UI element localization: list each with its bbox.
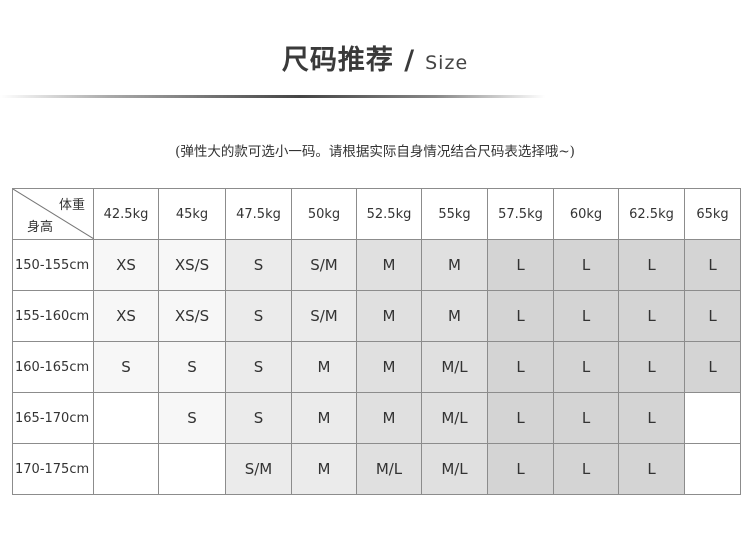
weight-header: 50kg [291, 188, 357, 240]
size-cell: M [421, 239, 488, 291]
size-cell: S [158, 341, 226, 393]
size-cell: L [487, 290, 554, 342]
size-cell: L [618, 443, 685, 495]
size-cell: M [291, 443, 357, 495]
table-row: 155-160cm XS XS/S S S/M M M L L L L [12, 290, 741, 342]
weight-header: 52.5kg [356, 188, 422, 240]
height-header: 155-160cm [12, 290, 94, 342]
size-cell: L [618, 392, 685, 444]
size-cell: M/L [356, 443, 422, 495]
size-cell: L [487, 443, 554, 495]
table-row: 170-175cm S/M M M/L M/L L L L [12, 443, 741, 495]
corner-weight-label: 体重 [58, 198, 85, 213]
height-header: 170-175cm [12, 443, 94, 495]
weight-header: 62.5kg [618, 188, 685, 240]
size-cell: M [356, 290, 422, 342]
size-cell: L [553, 392, 619, 444]
height-header: 160-165cm [12, 341, 94, 393]
title-main: 尺码推荐 / [281, 45, 416, 76]
size-cell: L [553, 239, 619, 291]
size-note: (弹性大的款可选小一码。请根据实际自身情况结合尺码表选择哦~) [175, 144, 575, 160]
size-cell: L [553, 443, 619, 495]
size-cell [93, 392, 159, 444]
size-cell: M [291, 392, 357, 444]
size-cell: S [93, 341, 159, 393]
corner-height-label: 身高 [27, 220, 54, 235]
table-row: 165-170cm S S M M M/L L L L [12, 392, 741, 444]
size-cell: L [487, 239, 554, 291]
weight-header: 45kg [158, 188, 226, 240]
size-cell: M [291, 341, 357, 393]
size-cell: M [356, 341, 422, 393]
size-cell: S [158, 392, 226, 444]
size-cell: S [225, 290, 292, 342]
size-cell [158, 443, 226, 495]
size-cell: L [684, 239, 741, 291]
size-cell: L [618, 341, 685, 393]
size-cell: M/L [421, 341, 488, 393]
diagonal-line [13, 189, 94, 239]
weight-header: 60kg [553, 188, 619, 240]
size-cell: L [684, 341, 741, 393]
size-cell: S/M [291, 239, 357, 291]
size-cell: L [487, 392, 554, 444]
size-cell: M [421, 290, 488, 342]
height-header: 150-155cm [12, 239, 94, 291]
title-sub: Size [425, 52, 469, 74]
size-cell: XS [93, 290, 159, 342]
size-cell: XS/S [158, 239, 226, 291]
header-row: 体重 身高 42.5kg 45kg 47.5kg 50kg 52.5kg 55kg 57.5kg… [12, 188, 741, 240]
size-cell: S/M [291, 290, 357, 342]
size-cell [684, 443, 741, 495]
weight-header: 65kg [684, 188, 741, 240]
size-cell: L [553, 290, 619, 342]
size-cell [93, 443, 159, 495]
height-header: 165-170cm [12, 392, 94, 444]
page-title: 尺码推荐 / Size [0, 38, 750, 77]
table-row: 160-165cm S S S M M M/L L L L L [12, 341, 741, 393]
weight-header: 42.5kg [93, 188, 159, 240]
size-cell: S [225, 239, 292, 291]
size-cell: M [356, 392, 422, 444]
size-cell: L [618, 290, 685, 342]
size-cell: M/L [421, 392, 488, 444]
size-cell: S [225, 341, 292, 393]
size-cell: L [618, 239, 685, 291]
weight-header: 55kg [421, 188, 488, 240]
size-cell: M/L [421, 443, 488, 495]
size-cell: L [553, 341, 619, 393]
size-cell: XS [93, 239, 159, 291]
size-cell [684, 392, 741, 444]
weight-header: 57.5kg [487, 188, 554, 240]
size-table: 体重 身高 42.5kg 45kg 47.5kg 50kg 52.5kg 55kg 57.5kg… [12, 188, 741, 495]
size-cell: M [356, 239, 422, 291]
size-cell: L [487, 341, 554, 393]
weight-header: 47.5kg [225, 188, 292, 240]
divider [0, 95, 545, 98]
corner-cell: 体重 身高 [12, 188, 94, 240]
size-cell: XS/S [158, 290, 226, 342]
table-row: 150-155cm XS XS/S S S/M M M L L L L [12, 239, 741, 291]
size-cell: L [684, 290, 741, 342]
size-cell: S [225, 392, 292, 444]
size-cell: S/M [225, 443, 292, 495]
